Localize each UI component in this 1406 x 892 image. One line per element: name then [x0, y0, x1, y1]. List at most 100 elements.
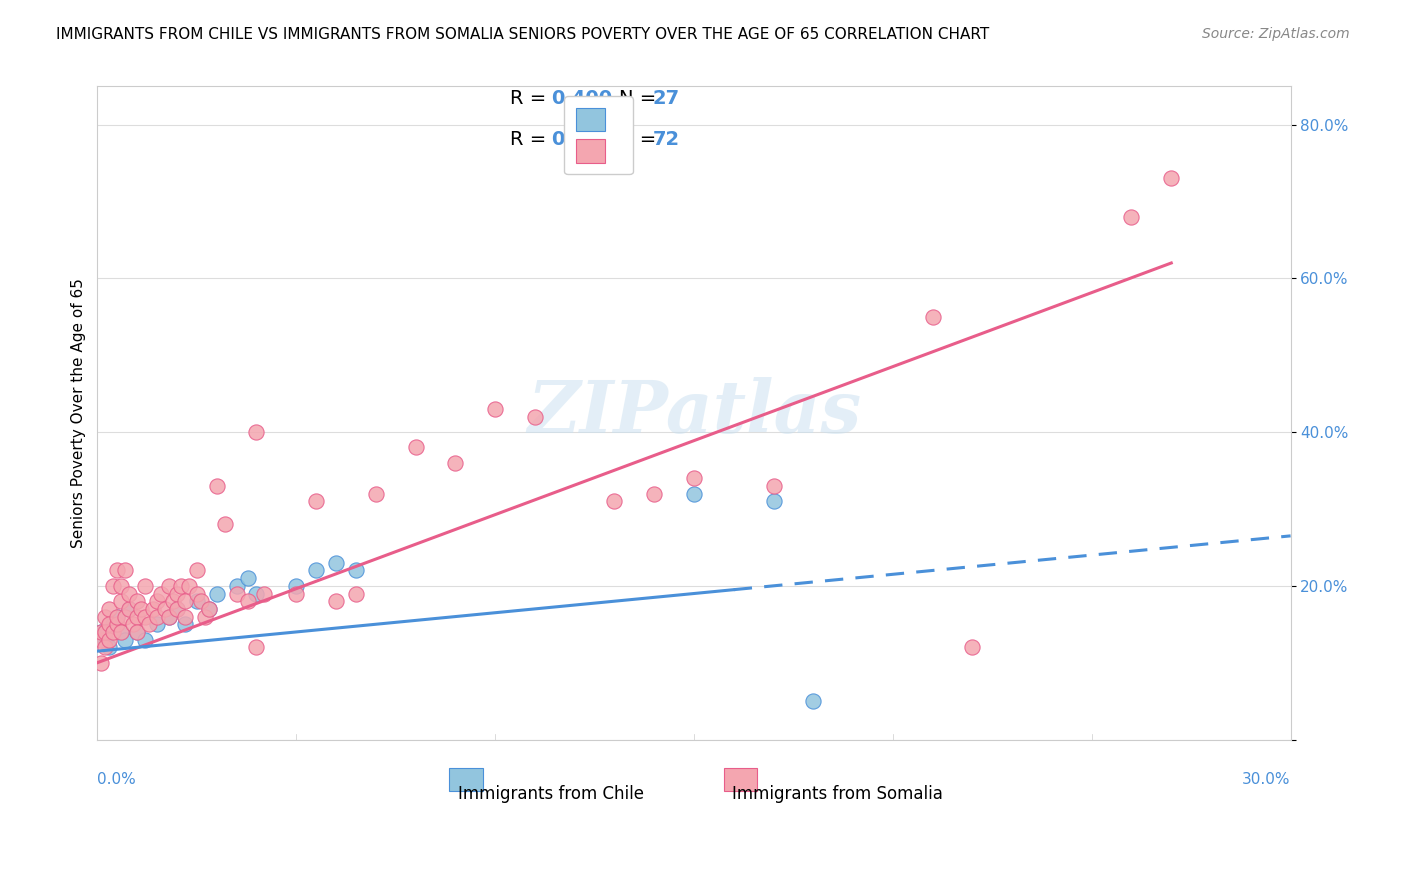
Point: [142, 602, 165, 616]
Point: [105, 609, 128, 624]
Point: [484, 402, 506, 417]
Point: [94, 624, 117, 639]
Point: [197, 602, 219, 616]
Point: [173, 617, 195, 632]
Point: [523, 409, 546, 424]
Point: [405, 441, 427, 455]
Point: [166, 602, 188, 616]
Point: [643, 486, 665, 500]
Point: [285, 586, 308, 600]
Point: [194, 609, 217, 624]
Point: [186, 586, 208, 600]
Point: [762, 494, 785, 508]
Point: [205, 586, 228, 600]
Text: R =: R =: [510, 89, 553, 108]
Point: [105, 564, 128, 578]
Point: [122, 617, 145, 632]
Point: [157, 579, 180, 593]
Point: [245, 586, 267, 600]
Point: [225, 586, 247, 600]
Point: [444, 456, 467, 470]
Point: [762, 479, 785, 493]
Point: [683, 471, 706, 485]
Point: [98, 617, 121, 632]
Point: [146, 609, 169, 624]
Point: [173, 594, 195, 608]
Text: 0.747: 0.747: [551, 129, 613, 148]
Point: [150, 586, 173, 600]
Point: [118, 602, 141, 616]
Point: [105, 609, 128, 624]
Point: [921, 310, 943, 324]
Point: [238, 571, 260, 585]
Point: [1160, 171, 1182, 186]
Y-axis label: Seniors Poverty Over the Age of 65: Seniors Poverty Over the Age of 65: [72, 278, 86, 548]
Point: [98, 602, 121, 616]
Point: [94, 632, 117, 647]
Point: [245, 640, 267, 655]
Bar: [450, 768, 482, 790]
Point: [94, 640, 117, 655]
Point: [157, 609, 180, 624]
Text: N =: N =: [619, 129, 662, 148]
Point: [186, 564, 208, 578]
Point: [170, 579, 193, 593]
Point: [225, 579, 247, 593]
Text: Immigrants from Somalia: Immigrants from Somalia: [731, 785, 942, 804]
Point: [94, 609, 117, 624]
Point: [344, 586, 367, 600]
Point: [110, 624, 132, 639]
Point: [134, 579, 156, 593]
Point: [110, 579, 132, 593]
Text: 72: 72: [652, 129, 679, 148]
Point: [157, 609, 180, 624]
Point: [162, 594, 184, 608]
Point: [1121, 210, 1143, 224]
Point: [114, 609, 136, 624]
Point: [177, 579, 200, 593]
Legend: , : ,: [564, 96, 633, 175]
Point: [325, 594, 347, 608]
Point: [110, 624, 132, 639]
Point: [344, 564, 367, 578]
Point: [238, 594, 260, 608]
Point: [127, 594, 149, 608]
Text: 30.0%: 30.0%: [1241, 772, 1291, 788]
Text: R =: R =: [510, 129, 560, 148]
Text: Immigrants from Chile: Immigrants from Chile: [458, 785, 644, 804]
Text: Source: ZipAtlas.com: Source: ZipAtlas.com: [1202, 27, 1350, 41]
Point: [153, 602, 176, 616]
Point: [245, 425, 267, 439]
Text: 0.0%: 0.0%: [97, 772, 136, 788]
Point: [127, 624, 149, 639]
Point: [110, 594, 132, 608]
Point: [114, 632, 136, 647]
Point: [127, 609, 149, 624]
Point: [98, 640, 121, 655]
Point: [166, 602, 188, 616]
Point: [603, 494, 626, 508]
Point: [134, 609, 156, 624]
Text: ZIPatlas: ZIPatlas: [527, 377, 860, 449]
Point: [90, 632, 112, 647]
Point: [186, 594, 208, 608]
Point: [118, 602, 141, 616]
Point: [134, 632, 156, 647]
Text: 0.400: 0.400: [551, 89, 612, 108]
Text: N =: N =: [619, 89, 662, 108]
Point: [325, 556, 347, 570]
Point: [138, 617, 160, 632]
Point: [364, 486, 387, 500]
Point: [146, 617, 169, 632]
Point: [214, 517, 236, 532]
Point: [146, 594, 169, 608]
Point: [127, 624, 149, 639]
Point: [105, 617, 128, 632]
Point: [118, 586, 141, 600]
Point: [114, 564, 136, 578]
Bar: [724, 768, 758, 790]
Point: [90, 624, 112, 639]
Text: IMMIGRANTS FROM CHILE VS IMMIGRANTS FROM SOMALIA SENIORS POVERTY OVER THE AGE OF: IMMIGRANTS FROM CHILE VS IMMIGRANTS FROM…: [56, 27, 990, 42]
Point: [190, 594, 212, 608]
Point: [103, 617, 125, 632]
